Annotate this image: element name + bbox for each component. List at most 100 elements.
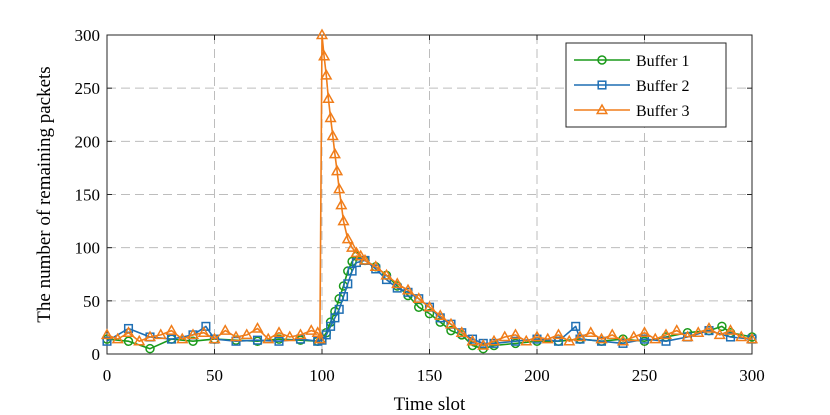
series-3-point: [322, 92, 335, 104]
x-tick-label: 250: [632, 366, 658, 385]
series-3-point: [702, 321, 716, 333]
series-3-point: [318, 49, 331, 61]
series-1-point: [424, 308, 435, 319]
series-3-point: [143, 330, 157, 342]
series-3-point: [272, 326, 286, 337]
series-3-point: [735, 330, 748, 342]
series-3-point: [638, 326, 651, 337]
series-2-line: [106, 259, 753, 345]
series-2-point: [274, 336, 284, 346]
series-3-point: [724, 324, 737, 335]
series-1-point: [145, 343, 155, 354]
legend-item-3: Buffer 3: [574, 103, 689, 120]
series-3-point: [313, 332, 326, 344]
series-3-point: [350, 246, 363, 258]
series-3-point: [326, 129, 339, 141]
series-3: [100, 28, 759, 350]
series-2-point: [338, 292, 349, 302]
series-3-point: [311, 326, 324, 337]
series-3-point: [616, 334, 630, 346]
series-2-point: [166, 334, 177, 344]
series-3-point: [320, 68, 333, 80]
series-2-point: [102, 336, 112, 346]
series-2-point: [571, 321, 581, 331]
series-2-point: [326, 321, 336, 331]
series-3-point: [649, 332, 662, 344]
series-3-point: [530, 330, 544, 342]
legend-marker: [597, 80, 607, 90]
y-tick-label: 300: [75, 26, 101, 45]
x-tick-label: 300: [739, 366, 765, 385]
series-1-point: [446, 325, 456, 336]
series-3-point: [283, 330, 296, 342]
series-3-point: [627, 330, 640, 342]
series-1-point: [188, 336, 198, 346]
series-3-point: [100, 328, 114, 340]
series-3-point: [305, 324, 318, 335]
series-2-point: [661, 336, 671, 346]
series-3-point: [122, 326, 135, 337]
series-3-point: [328, 147, 341, 159]
series-3-point: [563, 334, 576, 346]
series-2-point: [639, 334, 650, 344]
series-3-point: [659, 328, 673, 340]
series-3-point: [606, 328, 619, 340]
series-3-point: [573, 330, 587, 342]
series-3-point: [186, 328, 200, 340]
series-3-point: [251, 321, 264, 333]
series-3-point: [262, 332, 275, 344]
series-3-point: [498, 330, 511, 342]
y-tick-label: 250: [75, 79, 101, 98]
series-1-point: [123, 336, 134, 346]
series-3-point: [434, 309, 447, 320]
series-3-point: [466, 334, 479, 346]
series-3-point: [509, 328, 522, 340]
series-3-point: [455, 326, 468, 337]
series-3-point: [240, 328, 253, 340]
y-tick-label: 100: [75, 239, 101, 258]
legend-marker: [595, 103, 609, 115]
series-3-point: [315, 28, 329, 40]
series-3-point: [541, 332, 554, 344]
legend-item-2: Buffer 2: [574, 78, 689, 95]
legend-label: Buffer 2: [636, 78, 689, 95]
series-2-point: [330, 313, 340, 323]
x-tick-label: 200: [524, 366, 550, 385]
ticks-layer: 0 50 100 150 200 250 300 0 50 100 150 200 250 300: [75, 26, 765, 385]
series-3-point: [176, 332, 189, 344]
series-3-point: [324, 111, 337, 123]
series-3-point: [487, 334, 501, 346]
series-3-point: [154, 328, 167, 340]
series-3-point: [197, 326, 210, 337]
series-3-point: [552, 328, 565, 340]
series-2-point: [725, 332, 736, 342]
series-3-point: [584, 326, 597, 337]
y-tick-label: 50: [83, 292, 100, 311]
series-2-point: [343, 279, 353, 289]
x-tick-label: 150: [417, 366, 443, 385]
series-3-point: [745, 332, 759, 344]
series-3-point: [423, 300, 436, 312]
y-tick-label: 0: [92, 345, 101, 364]
series-3-point: [477, 338, 490, 350]
legend-label: Buffer 3: [636, 103, 689, 120]
series-3-point: [520, 334, 533, 346]
x-tick-label: 0: [103, 366, 112, 385]
y-tick-label: 150: [75, 186, 101, 205]
series-2-point: [252, 335, 263, 345]
series-3-point: [358, 253, 372, 265]
x-tick-label: 100: [309, 366, 335, 385]
series-3-point: [165, 324, 178, 335]
series-3-point: [713, 328, 726, 340]
y-axis-title: The number of remaining packets: [34, 66, 55, 322]
series-3-point: [354, 249, 367, 261]
x-tick-label: 50: [206, 366, 223, 385]
series-3-point: [380, 268, 393, 280]
series-3-point: [401, 283, 415, 295]
series-2-point: [510, 336, 521, 346]
series-3-point: [692, 326, 705, 337]
series-3-point: [133, 334, 146, 346]
series-3-point: [111, 332, 124, 344]
series-3-point: [219, 324, 232, 335]
